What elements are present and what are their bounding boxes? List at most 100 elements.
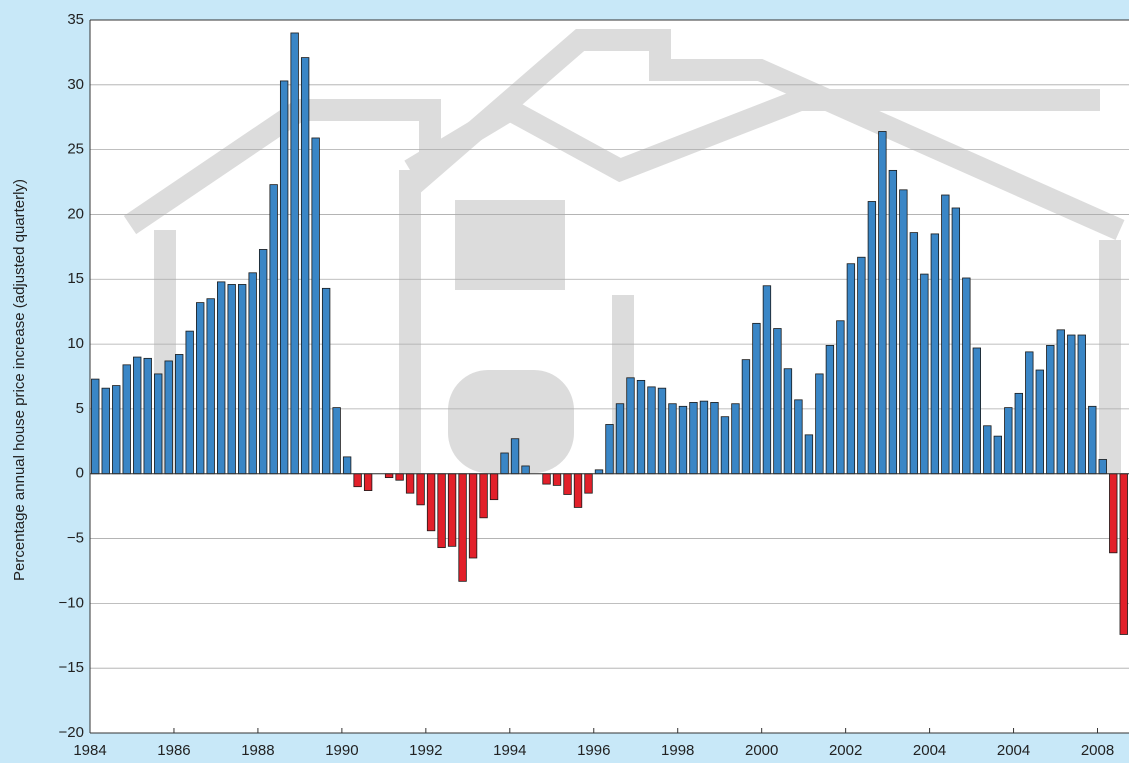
bar bbox=[836, 320, 845, 475]
bar bbox=[815, 373, 824, 475]
bar bbox=[752, 322, 761, 475]
bar bbox=[510, 438, 520, 475]
bar bbox=[353, 473, 362, 488]
bar bbox=[395, 473, 404, 481]
bar bbox=[342, 456, 352, 475]
x-tick-label: 1988 bbox=[241, 742, 274, 759]
bar bbox=[143, 357, 152, 475]
bar bbox=[699, 400, 709, 475]
bar bbox=[185, 330, 194, 475]
bar bbox=[1077, 334, 1086, 475]
y-tick-label: 35 bbox=[67, 11, 84, 28]
bar bbox=[720, 416, 730, 475]
y-tick-label: −5 bbox=[67, 530, 84, 547]
bar bbox=[1088, 405, 1097, 475]
y-tick-label: 0 bbox=[76, 465, 84, 482]
bar bbox=[668, 403, 677, 475]
bar bbox=[584, 473, 593, 494]
bar bbox=[1098, 459, 1107, 475]
bar bbox=[384, 473, 394, 479]
bar bbox=[552, 473, 562, 486]
bar bbox=[993, 435, 1002, 475]
y-tick-label: 30 bbox=[67, 76, 84, 93]
bar bbox=[321, 287, 331, 475]
bar bbox=[206, 298, 215, 475]
x-tick-label: 2000 bbox=[745, 742, 778, 759]
bar bbox=[983, 425, 992, 475]
bar bbox=[657, 387, 667, 475]
bar bbox=[426, 473, 436, 532]
bar bbox=[741, 359, 751, 475]
bar bbox=[332, 407, 341, 475]
bar bbox=[1109, 473, 1118, 554]
bar bbox=[594, 469, 604, 475]
bar bbox=[899, 189, 908, 475]
x-tick-label: 1994 bbox=[493, 742, 526, 759]
bar bbox=[605, 424, 614, 475]
y-tick-label: −10 bbox=[59, 594, 84, 611]
bar bbox=[405, 473, 415, 494]
bar bbox=[626, 377, 635, 475]
bar bbox=[447, 473, 457, 547]
bar bbox=[647, 386, 656, 475]
bar bbox=[1046, 344, 1055, 475]
bar bbox=[794, 399, 803, 475]
x-tick-label: 2002 bbox=[829, 742, 862, 759]
bar bbox=[920, 273, 929, 475]
bar bbox=[573, 473, 583, 508]
bar bbox=[91, 378, 100, 475]
bar bbox=[1025, 351, 1034, 475]
bar bbox=[846, 263, 856, 475]
bar bbox=[468, 473, 478, 559]
bar bbox=[731, 403, 740, 475]
bar bbox=[154, 373, 163, 475]
bar bbox=[1056, 329, 1065, 475]
bar bbox=[563, 473, 572, 495]
bar bbox=[941, 194, 950, 475]
bar bbox=[1004, 407, 1013, 475]
bar bbox=[1067, 334, 1076, 475]
bar bbox=[133, 356, 142, 475]
bar bbox=[500, 452, 509, 475]
x-tick-label: 1992 bbox=[409, 742, 442, 759]
y-tick-label: 25 bbox=[67, 141, 84, 158]
bar bbox=[196, 302, 205, 475]
bar bbox=[269, 184, 278, 475]
bar bbox=[857, 256, 866, 475]
bar bbox=[290, 32, 299, 475]
bar bbox=[521, 465, 530, 475]
bar bbox=[825, 344, 835, 475]
bar bbox=[416, 473, 425, 506]
bar bbox=[112, 385, 121, 475]
bar bbox=[804, 434, 814, 475]
bar bbox=[972, 347, 982, 475]
x-tick-label: 2008 bbox=[1081, 742, 1114, 759]
bar bbox=[101, 387, 110, 475]
y-tick-label: 10 bbox=[67, 335, 84, 352]
bar bbox=[175, 354, 184, 475]
x-tick-label: 1986 bbox=[157, 742, 190, 759]
x-tick-label: 2004 bbox=[913, 742, 946, 759]
bar bbox=[311, 137, 320, 475]
x-tick-label: 1990 bbox=[325, 742, 358, 759]
bar bbox=[636, 379, 646, 475]
bar bbox=[1119, 473, 1128, 635]
y-axis-label: Percentage annual house price increase (… bbox=[11, 179, 28, 581]
bar bbox=[489, 473, 499, 501]
bar bbox=[773, 328, 782, 475]
x-tick-label: 1996 bbox=[577, 742, 610, 759]
bar bbox=[867, 201, 877, 475]
bar bbox=[783, 368, 793, 475]
bar bbox=[363, 473, 373, 491]
y-tick-label: −15 bbox=[59, 659, 84, 676]
bar bbox=[237, 284, 247, 475]
y-tick-label: 15 bbox=[67, 270, 84, 287]
bar bbox=[217, 281, 226, 475]
bar bbox=[279, 80, 289, 475]
bar bbox=[479, 473, 488, 519]
x-tick-label: 1984 bbox=[73, 742, 106, 759]
bar bbox=[930, 233, 940, 475]
bar bbox=[227, 284, 236, 475]
bar bbox=[951, 207, 961, 475]
